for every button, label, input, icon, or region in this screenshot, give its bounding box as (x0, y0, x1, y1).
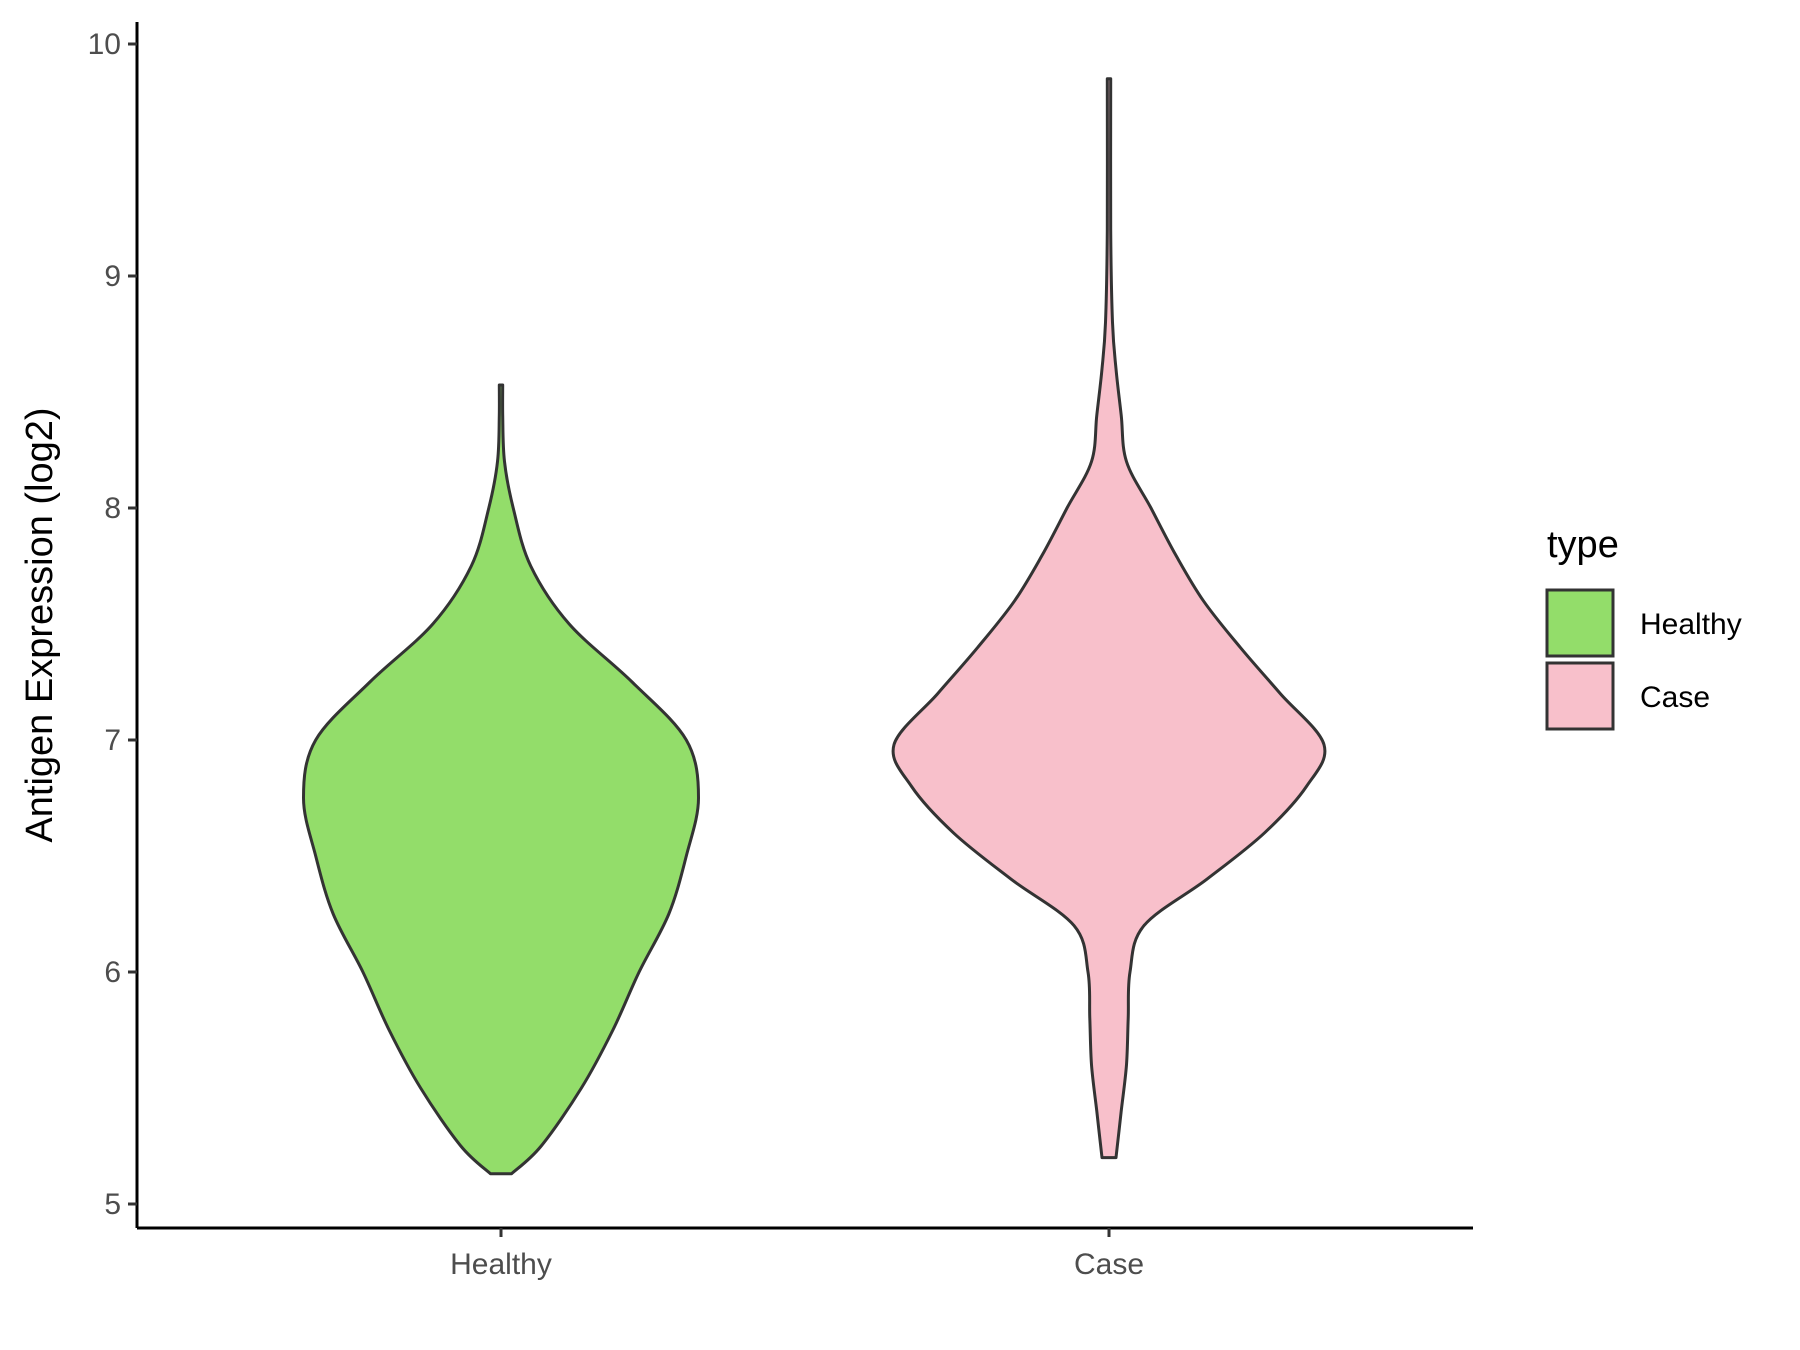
y-tick-label: 6 (104, 956, 121, 989)
violin-layer (302, 77, 1327, 1176)
legend-swatch-case (1545, 661, 1615, 731)
violin-healthy (302, 383, 700, 1176)
legend-label-healthy: Healthy (1640, 608, 1742, 641)
legend: type Healthy Case (1545, 524, 1742, 731)
y-axis-title: Antigen Expression (log2) (19, 407, 61, 842)
y-tick-label: 9 (104, 260, 121, 293)
x-tick-label: Healthy (450, 1248, 552, 1281)
y-axis-ticks: 5 6 7 8 9 10 (88, 28, 137, 1221)
legend-items: Healthy Case (1545, 588, 1742, 731)
legend-title: type (1547, 524, 1619, 566)
legend-label-case: Case (1640, 681, 1710, 714)
x-tick-label: Case (1074, 1248, 1144, 1281)
y-tick-label: 7 (104, 724, 121, 757)
x-axis-ticks: Healthy Case (450, 1228, 1144, 1281)
y-tick-label: 5 (104, 1188, 121, 1221)
violin-case (891, 77, 1327, 1160)
y-tick-label: 10 (88, 28, 121, 61)
legend-swatch-healthy (1545, 588, 1615, 658)
y-tick-label: 8 (104, 492, 121, 525)
